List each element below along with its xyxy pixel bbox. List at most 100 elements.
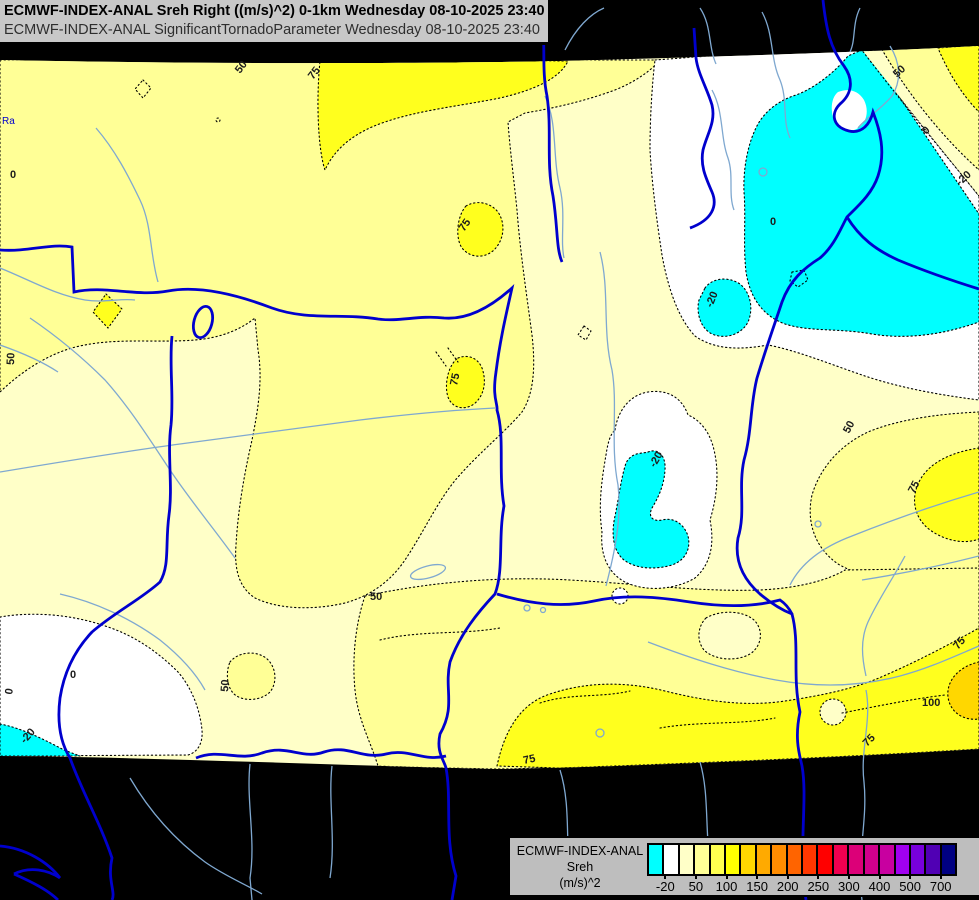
- legend-cell: [833, 845, 850, 874]
- contour-label: 0: [770, 216, 776, 228]
- region-75-center-south: [445, 355, 485, 409]
- legend-cell: [710, 845, 727, 874]
- river-maros: [496, 592, 794, 615]
- region-50-island-sw: [226, 652, 276, 700]
- legend-tick-label: 500: [899, 879, 921, 894]
- legend-cell: [864, 845, 881, 874]
- legend-cell: [787, 845, 804, 874]
- legend-tick-label: 100: [715, 879, 738, 894]
- region-cyan-ne: [743, 47, 979, 337]
- field-regions: [0, 46, 979, 769]
- contour-label: 50: [233, 59, 250, 76]
- river-tisza-upper: [845, 216, 979, 291]
- legend-tick-label: 50: [688, 879, 704, 894]
- region-100-se: [947, 661, 979, 720]
- contour-label: 75: [522, 753, 536, 767]
- legend-tick-label: 200: [776, 879, 799, 894]
- legend-colorbar: [647, 843, 957, 876]
- title-line-1: ECMWF-INDEX-ANAL Sreh Right ((m/s)^2) 0-…: [4, 3, 545, 19]
- legend-cell: [756, 845, 773, 874]
- legend-tick-label: 150: [746, 879, 768, 894]
- contour-label: 50: [219, 679, 232, 692]
- contour-detail-lines: [134, 46, 979, 729]
- legend-cell: [664, 845, 680, 874]
- title-line-2: ECMWF-INDEX-ANAL SignificantTornadoParam…: [4, 22, 540, 38]
- region-cyan-small: [697, 278, 752, 337]
- legend-tick: [817, 874, 820, 879]
- region-75-east: [914, 447, 979, 543]
- legend-tick-label: 300: [838, 879, 860, 894]
- region-75-south-band: [496, 627, 979, 769]
- region-cyan-tiny: [789, 269, 809, 288]
- legend-cell: [649, 845, 665, 874]
- title-bar: ECMWF-INDEX-ANAL Sreh Right ((m/s)^2) 0-…: [0, 0, 551, 45]
- region-cyan-mid: [612, 450, 690, 569]
- legend-cell: [926, 845, 942, 874]
- contour-label: 75: [448, 372, 462, 386]
- region-white-sw: [0, 613, 203, 757]
- legend-title-line1: ECMWF-INDEX-ANAL: [516, 844, 644, 858]
- legend-tick-label: 400: [868, 879, 891, 894]
- legend-tick: [847, 874, 850, 879]
- contour-label: 100: [922, 697, 940, 709]
- region-50-75-east: [809, 411, 979, 583]
- contour-label: 50: [841, 419, 857, 435]
- contour-label: 0: [70, 669, 76, 681]
- legend-cell: [895, 845, 911, 874]
- legend-cell: [726, 845, 742, 874]
- border-west: [57, 335, 174, 900]
- contour-label: 0: [10, 169, 16, 181]
- legend-cell: [803, 845, 819, 874]
- legend-cell: [741, 845, 757, 874]
- region-cyan-sw: [0, 723, 81, 757]
- legend-ticks: -20 50 100 150 200 250 300 400 500 700: [647, 874, 957, 896]
- legend-cell: [818, 845, 834, 874]
- legend-tick-label: 700: [929, 879, 952, 894]
- contour-label: 75: [906, 479, 922, 495]
- legend-cell: [849, 845, 865, 874]
- contour-label: -20: [704, 290, 721, 309]
- legend-tick: [786, 874, 789, 879]
- legend-tick: [756, 874, 759, 879]
- contour-label: 75: [306, 65, 323, 82]
- legend-cell: [679, 845, 696, 874]
- contour-label: 75: [457, 217, 474, 234]
- legend-tick: [909, 874, 912, 879]
- legend-tick-label: -20: [655, 879, 675, 894]
- legend-title-line2: Sreh: [566, 860, 594, 874]
- region-white-inlet: [831, 90, 867, 131]
- legend-tick-label: 250: [807, 879, 830, 894]
- legend-tick: [878, 874, 881, 879]
- contour-label: 0: [3, 687, 16, 695]
- border-north: [541, 27, 564, 263]
- legend-cell: [941, 845, 956, 874]
- border-north-east: [689, 27, 716, 230]
- legend-tick: [725, 874, 728, 879]
- region-0-50-island-south: [698, 611, 761, 660]
- legend-cell: [880, 845, 896, 874]
- river-tisza: [735, 0, 884, 900]
- legend-panel: ECMWF-INDEX-ANAL Sreh (m/s)^2 -20 50 100 15…: [508, 836, 979, 897]
- legend-cell: [772, 845, 788, 874]
- streams: [0, 7, 979, 900]
- river-danube: [0, 244, 515, 900]
- coast-sw: [0, 844, 62, 900]
- region-0-50-dot-south: [819, 698, 847, 726]
- contour-label: 50: [5, 352, 17, 365]
- lake-ferto: [191, 304, 215, 340]
- river-drava: [195, 748, 447, 760]
- legend-title: ECMWF-INDEX-ANAL Sreh (m/s)^2: [516, 843, 644, 891]
- region-75-center-north: [457, 202, 504, 257]
- region-50-75-main: [0, 59, 661, 609]
- region-75-diamond-west: [92, 293, 123, 329]
- legend-tick: [939, 874, 942, 879]
- region-75-top-band: [317, 60, 569, 171]
- legend-cell: [695, 845, 711, 874]
- legend-tick: [664, 874, 667, 879]
- legend-title-line3: (m/s)^2: [559, 876, 601, 890]
